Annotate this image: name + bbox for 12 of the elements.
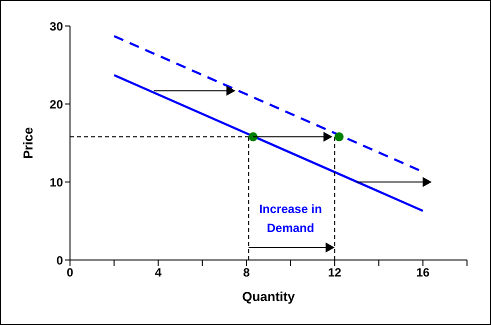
x-tick-label: 16 [416,266,430,280]
y-tick-label: 30 [50,19,64,34]
x-axis-title: Quantity [242,289,296,304]
x-tick-label: 12 [328,266,342,280]
y-axis-title: Price [20,127,36,159]
annotation: Increase in Demand [259,202,322,236]
y-tick-label: 20 [50,97,64,112]
x-tick-label: 0 [66,266,74,280]
y-tick-label: 0 [56,253,64,268]
y-tick-label: 10 [50,175,64,190]
x-tick-label: 4 [154,266,162,280]
x-tick-label: 8 [243,266,250,280]
